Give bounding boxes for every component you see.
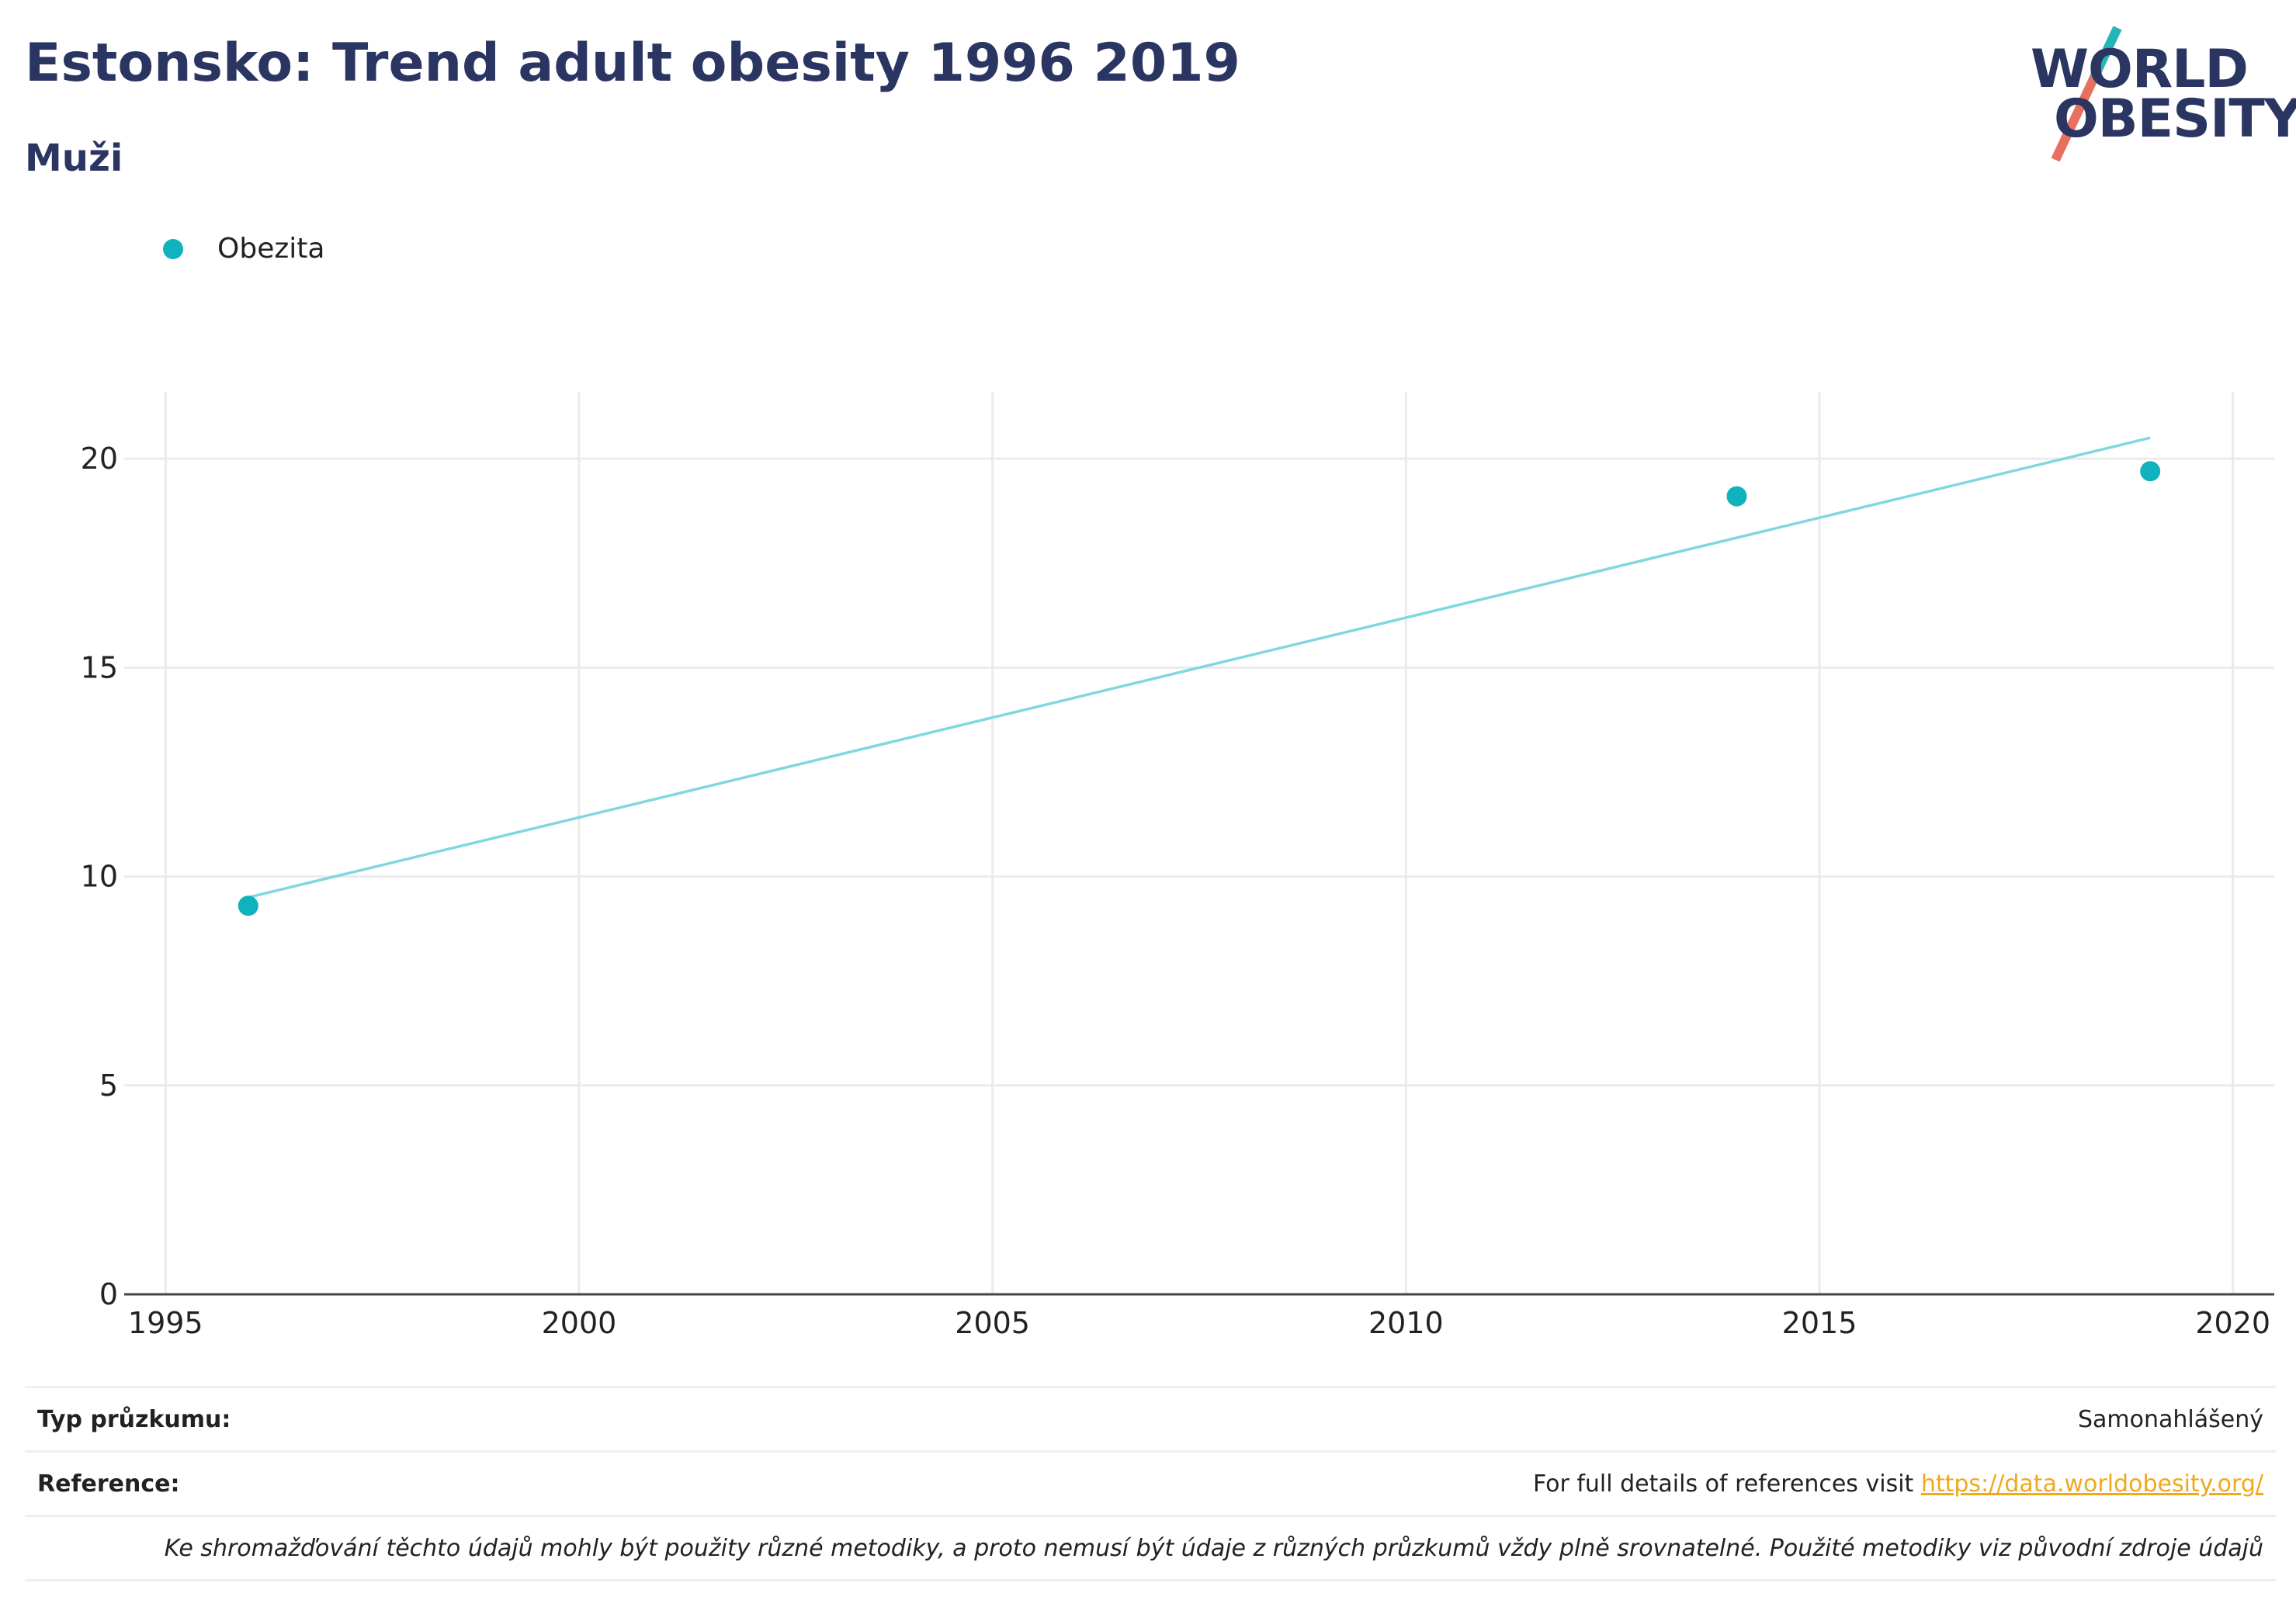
data-point[interactable] — [1726, 486, 1747, 507]
logo-slash-icon — [2051, 26, 2122, 162]
methodology-note: Ke shromažďování těchto údajů mohly být … — [25, 1517, 2276, 1581]
logo-text-world: WORLD — [2031, 39, 2249, 100]
y-tick-label: 5 — [99, 1069, 118, 1103]
x-tick-label: 2000 — [542, 1306, 617, 1340]
data-point[interactable] — [2140, 461, 2161, 482]
x-tick-label: 2015 — [1782, 1306, 1857, 1340]
reference-text: For full details of references visit — [1532, 1470, 1921, 1498]
reference-label: Reference: — [37, 1470, 180, 1498]
chart-plot-area: 1995 2000 2005 2010 2015 2020 0 5 10 15 20 — [81, 392, 2274, 1340]
reference-link[interactable]: https://data.worldobesity.org/ — [1920, 1470, 2263, 1498]
x-tick-label: 2010 — [1368, 1306, 1444, 1340]
trend-line — [248, 436, 2151, 899]
page-title: Estonsko: Trend adult obesity 1996 2019 — [25, 33, 1240, 94]
legend-label-obezita: Obezita — [217, 233, 325, 265]
survey-type-label: Typ průzkumu: — [37, 1405, 231, 1433]
x-tick-label: 2020 — [2195, 1306, 2270, 1340]
y-tick-label: 20 — [81, 442, 118, 476]
x-tick-label: 2005 — [955, 1306, 1030, 1340]
y-tick-label: 10 — [81, 860, 118, 894]
reference-row: Reference: For full details of reference… — [25, 1453, 2276, 1517]
world-obesity-logo: WORLD OBESITY — [2026, 23, 2296, 163]
data-point[interactable] — [238, 895, 258, 916]
chart-footer: Typ průzkumu: Samonahlášený Reference: F… — [25, 1386, 2276, 1581]
y-tick-label: 15 — [81, 650, 118, 684]
logo-text-obesity: OBESITY — [2054, 88, 2296, 150]
legend-marker — [163, 238, 183, 259]
survey-type-row: Typ průzkumu: Samonahlášený — [25, 1388, 2276, 1453]
chart-legend: Obezita — [163, 233, 324, 265]
reference-text-wrap: For full details of references visit htt… — [1533, 1470, 2263, 1498]
y-tick-label: 0 — [99, 1277, 118, 1311]
chart-subtitle: Muži — [25, 137, 123, 180]
x-tick-label: 1995 — [128, 1306, 203, 1340]
survey-type-value: Samonahlášený — [2078, 1405, 2263, 1433]
